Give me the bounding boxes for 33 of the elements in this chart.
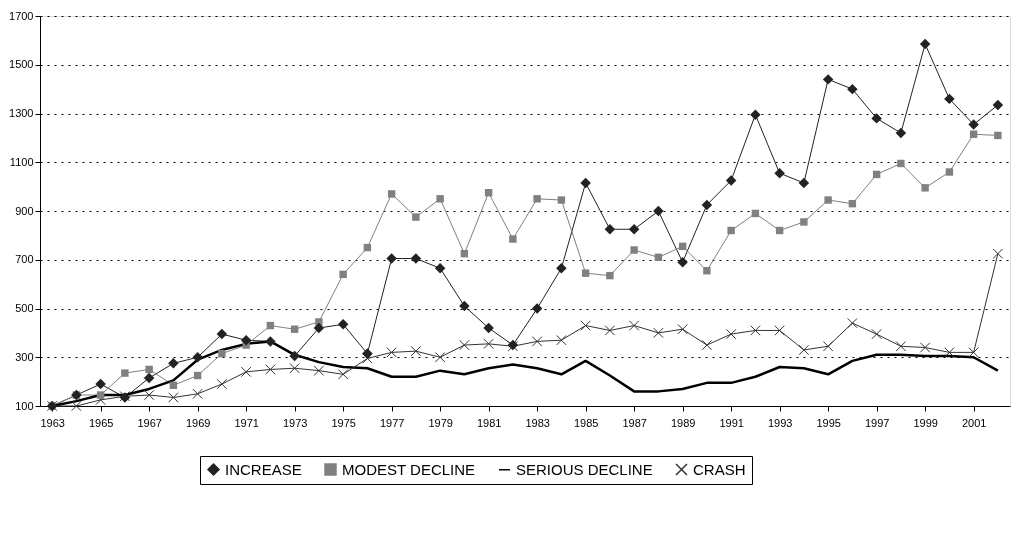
x-tick-label: 1997 [864, 416, 890, 429]
x-tick-label: 1995 [816, 416, 841, 429]
x-tick-label: 1985 [573, 416, 599, 429]
x-tick-label: 1965 [88, 416, 114, 429]
x-tick-label: 1989 [670, 416, 696, 429]
x-tick-label: 2001 [961, 416, 987, 429]
y-tick-label: 500 [15, 302, 34, 314]
y-tick-label: 700 [15, 253, 34, 266]
x-tick-label: 1999 [913, 416, 938, 429]
legend-label: MODEST DECLINE [342, 460, 476, 478]
legend-label: INCREASE [225, 460, 302, 478]
x-tick-label: 1991 [719, 416, 744, 429]
y-tick-label: 1500 [9, 58, 34, 71]
legend-label: CRASH [693, 460, 746, 478]
legend-label: SERIOUS DECLINE [516, 460, 653, 478]
x-tick-label: 1971 [234, 416, 259, 429]
y-tick-label: 1300 [9, 107, 34, 119]
x-tick-label: 1993 [767, 416, 793, 429]
x-tick-label: 1969 [185, 416, 211, 429]
x-tick-label: 1983 [525, 416, 550, 429]
x-tick-label: 1987 [622, 416, 647, 429]
y-tick-label: 300 [15, 350, 34, 363]
x-tick-label: 1981 [476, 416, 502, 429]
x-tick-label: 1963 [40, 416, 65, 429]
y-tick-label: 100 [15, 399, 34, 412]
y-tick-label: 1100 [9, 155, 34, 168]
y-tick-label: 1700 [9, 9, 34, 22]
x-tick-label: 1975 [331, 416, 356, 429]
y-tick-label: 900 [15, 204, 34, 217]
x-tick-label: 1967 [137, 416, 162, 429]
x-tick-label: 1973 [282, 416, 308, 429]
x-tick-label: 1979 [428, 416, 453, 429]
x-tick-label: 1977 [379, 416, 405, 429]
